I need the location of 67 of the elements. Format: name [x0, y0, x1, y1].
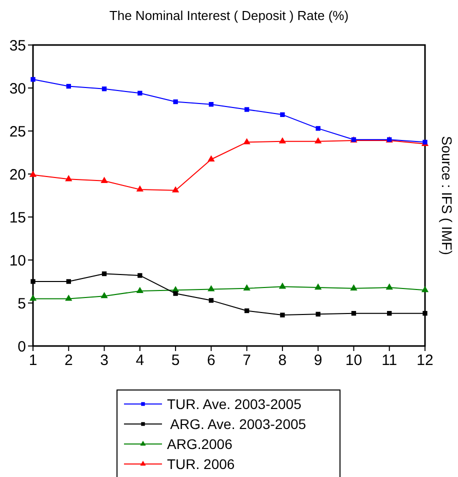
point [314, 283, 322, 290]
y-tick-label: 10 [9, 252, 26, 270]
x-tick-label: 3 [100, 352, 108, 369]
point [66, 279, 71, 284]
point [173, 291, 178, 296]
point [65, 294, 72, 301]
point [244, 107, 250, 112]
point [208, 102, 214, 107]
point [280, 312, 285, 318]
point [316, 126, 320, 131]
legend-label: ARG.2006 [167, 436, 233, 452]
point [243, 284, 250, 290]
point [138, 90, 142, 96]
legend-label: ARG. Ave. 2003-2005 [167, 416, 306, 432]
point [29, 294, 37, 301]
point [102, 271, 107, 276]
point [136, 185, 144, 192]
chart-title: The Nominal Interest ( Deposit ) Rate (%) [109, 8, 349, 23]
x-tick-label: 1 [28, 352, 38, 369]
point [208, 155, 215, 162]
point [422, 310, 428, 316]
legend-label: TUR. 2006 [167, 456, 235, 472]
x-tick-label: 2 [64, 352, 73, 369]
y-tick-label: 15 [9, 209, 26, 226]
y-tick-label: 35 [9, 37, 26, 54]
point [65, 175, 72, 182]
legend-label: TUR. Ave. 2003-2005 [167, 396, 302, 412]
y-tick-label: 30 [9, 80, 26, 98]
x-tick-label: 12 [416, 352, 434, 369]
point [102, 86, 107, 92]
x-tick-label: 5 [171, 352, 180, 369]
point [100, 176, 108, 183]
y-tick-label: 5 [18, 295, 26, 312]
y-tick-label: 25 [9, 123, 26, 140]
y-tick-label: 20 [9, 166, 26, 184]
point [387, 310, 392, 316]
point [208, 298, 214, 303]
x-tick-label: 9 [314, 352, 322, 369]
x-tick-label: 6 [207, 352, 216, 369]
point [243, 138, 250, 144]
x-tick-label: 4 [136, 352, 144, 369]
point [30, 279, 36, 284]
point [30, 77, 36, 82]
x-tick-label: 11 [382, 352, 398, 369]
point [316, 312, 320, 317]
point [138, 273, 142, 278]
point [350, 284, 358, 290]
point [386, 283, 393, 290]
x-tick-label: 8 [278, 352, 287, 369]
point [136, 286, 144, 294]
point [421, 286, 429, 292]
point [66, 84, 71, 89]
y-tick-label: 0 [18, 338, 26, 356]
point [208, 285, 215, 292]
point [244, 308, 250, 314]
point [100, 292, 108, 298]
point [280, 112, 285, 118]
point [351, 310, 356, 316]
x-tick-label: 7 [242, 352, 251, 369]
x-tick-label: 10 [345, 352, 362, 369]
point [173, 99, 178, 104]
point [29, 170, 37, 177]
source-note: Source : IFS ( IMF) [439, 136, 455, 256]
point [314, 137, 322, 144]
point [172, 186, 180, 192]
point [278, 137, 286, 144]
point [278, 282, 286, 289]
